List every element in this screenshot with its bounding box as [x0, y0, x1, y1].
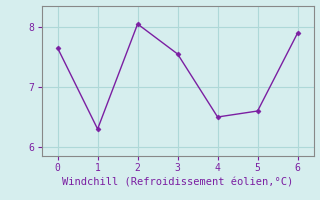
X-axis label: Windchill (Refroidissement éolien,°C): Windchill (Refroidissement éolien,°C) [62, 177, 293, 187]
